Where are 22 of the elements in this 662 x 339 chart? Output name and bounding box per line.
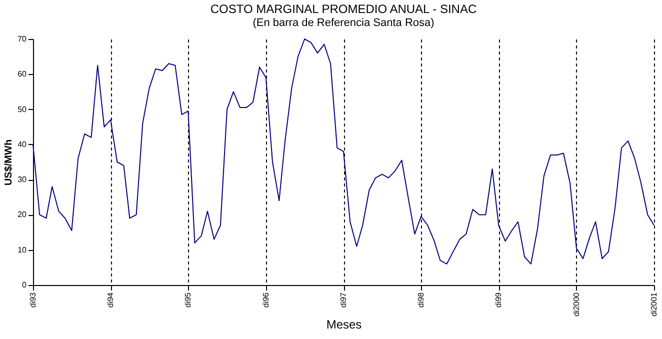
x-tick-label: di99: [494, 292, 504, 308]
x-axis-title: Meses: [326, 318, 362, 332]
x-tick-label: di2000: [572, 292, 581, 317]
chart-title: COSTO MARGINAL PROMEDIO ANUAL - SINAC: [210, 2, 477, 16]
x-tick-label: di96: [261, 292, 270, 308]
y-tick-label: 20: [18, 210, 28, 220]
y-tick-label: 40: [18, 140, 28, 149]
x-tick-label: di2001: [650, 292, 658, 317]
line-series: [32, 38, 654, 264]
x-tick-label: di95: [184, 292, 193, 308]
x-tick-label: di93: [28, 292, 38, 308]
y-tick-label: 30: [18, 175, 28, 184]
x-tick-label: di97: [339, 292, 348, 308]
x-tick-label: di98: [416, 292, 426, 308]
x-tick-label: di94: [106, 292, 116, 308]
y-tick-label: 10: [18, 245, 28, 254]
chart-subtitle: (En barra de Referencia Santa Rosa): [252, 17, 434, 29]
y-tick-label: 50: [18, 104, 28, 114]
y-tick-label: 60: [18, 70, 28, 79]
y-tick-label: 0: [22, 280, 28, 290]
y-axis-title: US$/MWh: [4, 139, 15, 186]
y-tick-label: 70: [18, 34, 28, 44]
